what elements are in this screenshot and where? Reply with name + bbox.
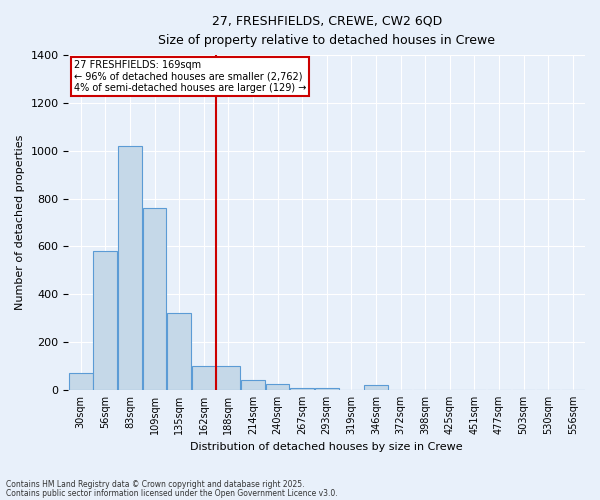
- Bar: [192, 366, 215, 390]
- Bar: [364, 385, 388, 390]
- Bar: [315, 388, 338, 390]
- Bar: [167, 314, 191, 390]
- Y-axis label: Number of detached properties: Number of detached properties: [15, 135, 25, 310]
- Bar: [69, 373, 92, 390]
- Text: 27 FRESHFIELDS: 169sqm
← 96% of detached houses are smaller (2,762)
4% of semi-d: 27 FRESHFIELDS: 169sqm ← 96% of detached…: [74, 60, 306, 94]
- Text: Contains HM Land Registry data © Crown copyright and database right 2025.: Contains HM Land Registry data © Crown c…: [6, 480, 305, 489]
- Text: Contains public sector information licensed under the Open Government Licence v3: Contains public sector information licen…: [6, 488, 338, 498]
- X-axis label: Distribution of detached houses by size in Crewe: Distribution of detached houses by size …: [190, 442, 463, 452]
- Bar: [266, 384, 289, 390]
- Bar: [290, 388, 314, 390]
- Title: 27, FRESHFIELDS, CREWE, CW2 6QD
Size of property relative to detached houses in : 27, FRESHFIELDS, CREWE, CW2 6QD Size of …: [158, 15, 495, 47]
- Bar: [217, 366, 240, 390]
- Bar: [94, 251, 117, 390]
- Bar: [143, 208, 166, 390]
- Bar: [118, 146, 142, 390]
- Bar: [241, 380, 265, 390]
